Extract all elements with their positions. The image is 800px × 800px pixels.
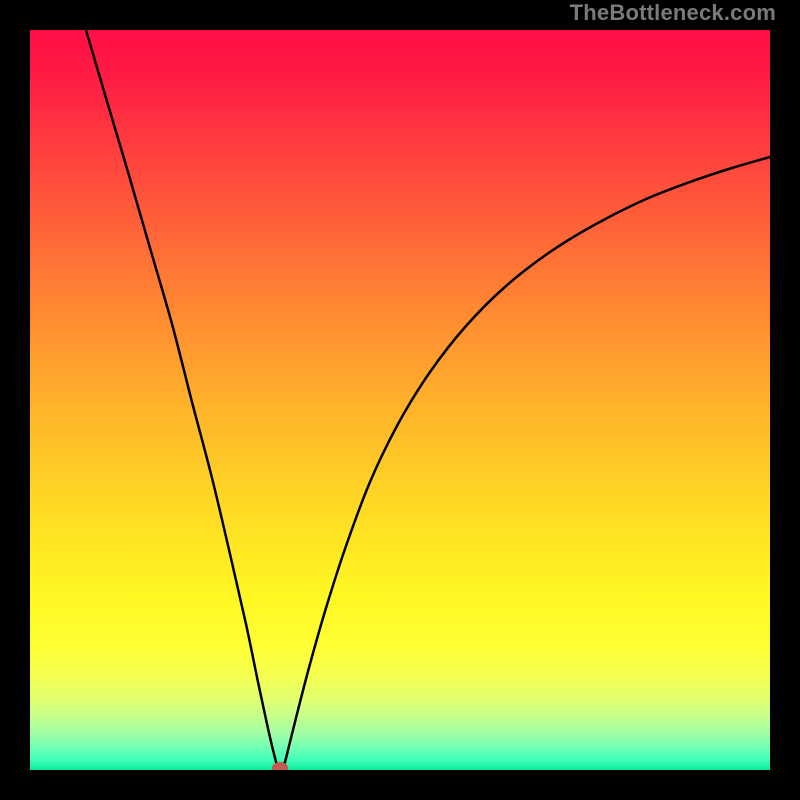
- frame-right: [770, 0, 800, 800]
- frame-left: [0, 0, 30, 800]
- plot-background: [30, 30, 770, 770]
- bottleneck-chart: [0, 0, 800, 800]
- frame-bottom: [0, 770, 800, 800]
- watermark-text: TheBottleneck.com: [570, 0, 776, 26]
